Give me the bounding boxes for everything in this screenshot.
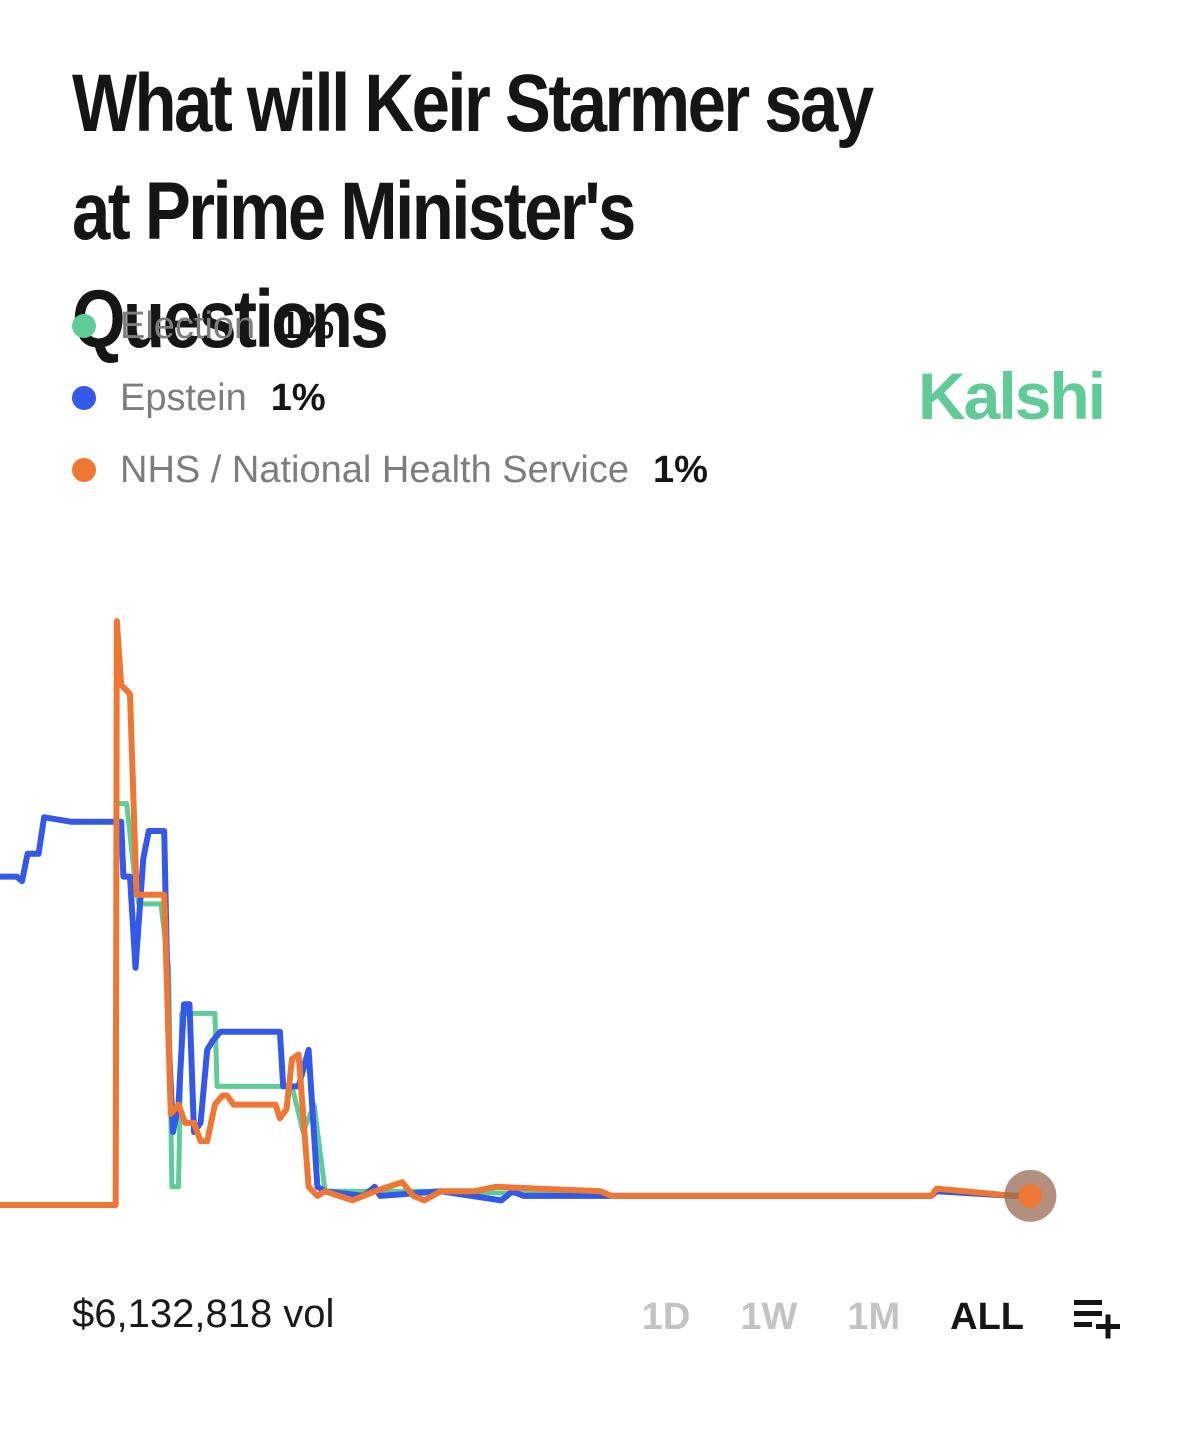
legend-dot-nhs [72,458,96,482]
chart-legend: Election 1% Epstein 1% NHS / National He… [72,290,708,506]
series-line-epstein [0,814,1031,1204]
price-history-chart [0,618,1057,1222]
volume-label: $6,132,818 vol [72,1292,335,1336]
page-title: What will Keir Starmer say at Prime Mini… [72,58,874,365]
range-1d-button[interactable]: 1D [641,1295,691,1338]
legend-value-epstein: 1% [270,376,326,419]
range-selector: 1D 1W 1M ALL [592,1292,1122,1342]
legend-item-nhs: NHS / National Health Service 1% [72,434,708,506]
range-1m-button[interactable]: 1M [847,1295,901,1338]
legend-dot-election [72,314,96,338]
range-all-button[interactable]: ALL [950,1295,1024,1338]
legend-dot-epstein [72,386,96,410]
series-line-nhs [0,618,1031,1208]
legend-label-election: Election [120,304,256,347]
legend-item-election: Election 1% [72,290,708,362]
legend-item-epstein: Epstein 1% [72,362,708,434]
legend-label-nhs: NHS / National Health Service [120,448,629,491]
chart-footer: $6,132,818 vol 1D 1W 1M ALL [72,1292,1122,1348]
playlist-add-icon[interactable] [1072,1292,1122,1342]
current-value-marker [1018,1183,1043,1208]
range-1w-button[interactable]: 1W [740,1295,798,1338]
legend-label-epstein: Epstein [120,376,247,419]
legend-value-nhs: 1% [653,448,708,491]
legend-value-election: 1% [279,304,335,347]
kalshi-logo: Kalshi [918,359,1106,433]
series-line-election [0,801,1031,1208]
